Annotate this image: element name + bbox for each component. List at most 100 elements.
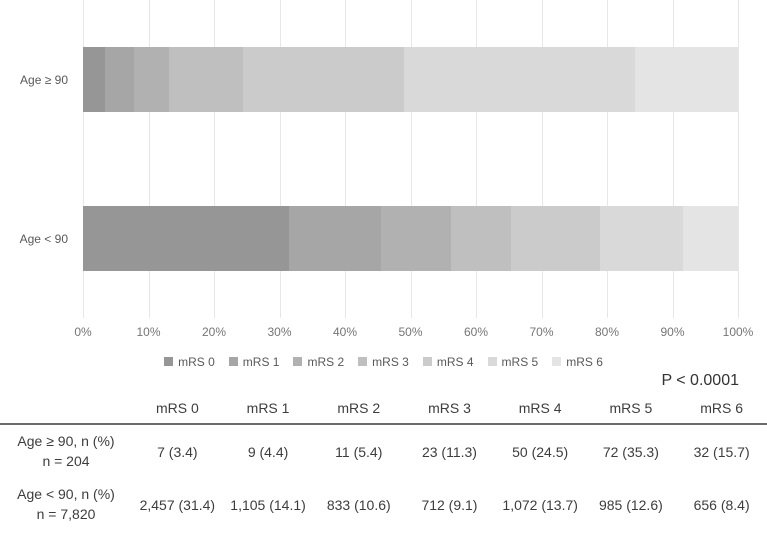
bar-segment-mrs-1: [288, 206, 382, 271]
x-axis-tick-label: 10%: [136, 325, 161, 339]
gridline: [476, 0, 477, 318]
bar-segment-mrs-4: [510, 206, 601, 271]
table-cell: 985 (12.6): [598, 496, 663, 513]
legend-swatch-icon: [358, 357, 368, 366]
legend-item-mrs-4: mRS 4: [422, 355, 474, 369]
bar-segment-mrs-1: [105, 47, 135, 112]
table-cell: 50 (24.5): [512, 443, 569, 460]
legend-swatch-icon: [422, 357, 432, 366]
table-header-mrs-4: mRS 4: [494, 395, 586, 425]
legend-label: mRS 5: [501, 354, 539, 369]
gridline: [214, 0, 215, 318]
legend-swatch-icon: [293, 357, 303, 366]
table-header-mrs-6: mRS 6: [676, 395, 767, 425]
table-cell: 9 (4.4): [247, 443, 289, 460]
bar-segment-mrs-3: [450, 206, 511, 271]
table-header-mrs-0: mRS 0: [132, 395, 223, 425]
legend-item-mrs-6: mRS 6: [552, 355, 603, 369]
bar-segment-mrs-5: [403, 47, 636, 112]
stacked-bar: [83, 47, 738, 112]
x-axis-tick-label: 20%: [201, 325, 227, 339]
stacked-bar: [83, 206, 739, 271]
table-cell: 23 (11.3): [421, 443, 477, 460]
gridline: [410, 0, 412, 318]
table-cell: 32 (15.7): [693, 443, 750, 460]
table-cell: 712 (9.1): [421, 496, 478, 513]
gridline: [148, 0, 150, 318]
legend-swatch-icon: [552, 357, 562, 366]
table-header-empty: [0, 395, 132, 425]
legend-label: mRS 1: [242, 354, 280, 369]
legend-item-mrs-5: mRS 5: [487, 354, 539, 369]
legend-item-mrs-2: mRS 2: [293, 355, 344, 369]
gridline: [83, 0, 84, 318]
x-axis-tick-label: 90%: [660, 325, 685, 339]
bar-segment-mrs-6: [635, 47, 738, 112]
table-header-row: mRS 0 mRS 1 mRS 2 mRS 3 mRS 4 mRS 5 mRS 6: [0, 395, 767, 425]
x-axis-tick-label: 50%: [398, 325, 423, 339]
bar-segment-mrs-6: [682, 206, 739, 271]
legend-swatch-icon: [164, 357, 174, 366]
legend-item-mrs-0: mRS 0: [164, 355, 215, 369]
bar-row-age-lt-90: Age < 90: [20, 206, 739, 271]
table-cell: 2,457 (31.4): [139, 496, 216, 513]
table-cell: 656 (8.4): [693, 496, 750, 513]
gridline: [738, 0, 739, 318]
p-value-annotation: P < 0.0001: [661, 372, 739, 389]
table-header-mrs-1: mRS 1: [222, 395, 314, 425]
row-label-line2: n = 7,820: [36, 505, 96, 522]
table-body: Age ≥ 90, n (%) n = 204 7 (3.4) 9 (4.4) 11 (…: [0, 424, 767, 531]
x-axis-tick-label: 70%: [529, 325, 554, 339]
plot-area: Age ≥ 90 Age < 90: [20, 0, 739, 318]
legend-swatch-icon: [228, 357, 238, 366]
x-axis-tick-label: 80%: [594, 325, 620, 339]
mrs-data-table: mRS 0 mRS 1 mRS 2 mRS 3 mRS 4 mRS 5 mRS 6 Age …: [0, 395, 767, 531]
bar-segment-mrs-0: [83, 206, 289, 271]
table-cell: 1,072 (13.7): [502, 496, 578, 513]
bar-segment-mrs-3: [169, 47, 244, 112]
x-axis: 0% 10% 20% 30% 40% 50% 60% 70% 80% 90% 100%: [74, 325, 753, 343]
bar-segment-mrs-4: [243, 47, 404, 112]
bar-segment-mrs-2: [134, 47, 170, 112]
table-row: Age ≥ 90, n (%) n = 204 7 (3.4) 9 (4.4) 11 (…: [0, 424, 767, 478]
legend-item-mrs-3: mRS 3: [358, 355, 409, 369]
table-header-mrs-3: mRS 3: [404, 395, 495, 425]
bar-row-age-ge-90: Age ≥ 90: [20, 47, 738, 112]
x-axis-tick-label: 0%: [74, 325, 92, 339]
gridline: [607, 0, 608, 318]
row-label-line2: n = 204: [42, 452, 90, 469]
category-label: Age < 90: [19, 231, 68, 246]
gridline: [279, 0, 281, 318]
table-header-mrs-2: mRS 2: [313, 395, 405, 425]
bar-segment-mrs-0: [83, 47, 106, 112]
chart-legend: mRS 0 mRS 1 mRS 2 mRS 3 mRS 4 mRS 5 mRS 6: [0, 354, 767, 369]
x-axis-tick-label: 100%: [722, 325, 754, 339]
table-cell: 833 (10.6): [326, 496, 391, 513]
gridline: [541, 0, 543, 318]
table-header-row: mRS 0 mRS 1 mRS 2 mRS 3 mRS 4 mRS 5 mRS 6: [0, 395, 767, 425]
row-label-cell: Age < 90, n (%) n = 7,820: [0, 478, 132, 531]
row-label-line1: Age ≥ 90, n (%): [17, 433, 115, 449]
category-label: Age ≥ 90: [20, 72, 68, 87]
gridline: [672, 0, 674, 318]
legend-label: mRS 6: [566, 354, 603, 369]
row-label-cell: Age ≥ 90, n (%) n = 204: [0, 424, 132, 478]
x-axis-tick-label: 40%: [332, 325, 358, 339]
table-cell: 1,105 (14.1): [230, 496, 306, 513]
legend-label: mRS 2: [307, 354, 345, 369]
gridline: [345, 0, 346, 318]
table-row: Age < 90, n (%) n = 7,820 2,457 (31.4) 1,10…: [0, 478, 767, 531]
legend-swatch-icon: [487, 357, 497, 366]
legend-item-mrs-1: mRS 1: [228, 354, 280, 369]
legend-label: mRS 3: [372, 354, 409, 369]
bar-segment-mrs-5: [600, 206, 683, 271]
table-header-mrs-5: mRS 5: [585, 395, 677, 425]
table-cell: 72 (35.3): [602, 443, 659, 460]
legend-label: mRS 0: [178, 354, 215, 369]
x-axis-tick-label: 30%: [267, 325, 292, 339]
row-label-line1: Age < 90, n (%): [17, 486, 115, 503]
table-cell: 7 (3.4): [157, 443, 198, 460]
x-axis-tick-label: 60%: [463, 325, 489, 339]
bar-segment-mrs-2: [381, 206, 451, 271]
